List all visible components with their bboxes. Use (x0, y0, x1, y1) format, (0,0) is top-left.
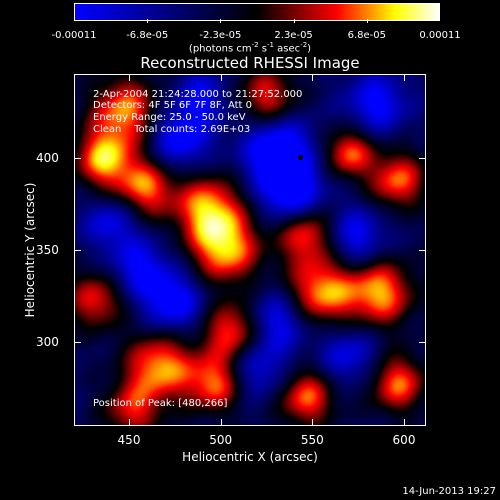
annotation-energy: Energy Range: 25.0 - 50.0 keV (93, 112, 246, 123)
colorbar-tick-label: -6.8e-05 (126, 30, 169, 41)
colorbar-tick-label: 2.3e-05 (274, 30, 313, 41)
chart-title: Reconstructed RHESSI Image (140, 54, 360, 72)
y-tick-label: 300 (36, 334, 59, 349)
annotation-peak-position: Position of Peak: [480,266] (93, 398, 228, 409)
x-tick-label: 450 (117, 433, 141, 447)
y-tick-mark (75, 250, 81, 251)
x-tick-mark (129, 419, 130, 425)
colorbar-tick-mark (220, 19, 222, 23)
heatmap-image (75, 75, 425, 425)
x-tick-mark (220, 419, 222, 425)
annotation-detectors: Detectors: 4F 5F 6F 7F 8F, Att 0 (93, 100, 253, 111)
render-timestamp: 14-Jun-2013 19:27 (402, 486, 496, 497)
colorbar-unit-label: (photons cm-2 s-1 asec-2) (188, 41, 312, 55)
x-tick-mark (129, 75, 130, 81)
colorbar (74, 3, 440, 21)
colorbar-tick-label: 0.00011 (419, 30, 461, 41)
y-tick-mark (419, 250, 425, 251)
x-axis-label: Heliocentric X (arcsec) (182, 450, 318, 464)
x-tick-label: 550 (300, 433, 324, 447)
annotation-method: Clean Total counts: 2.69E+03 (93, 124, 251, 135)
y-tick-mark (75, 341, 81, 343)
y-tick-label: 350 (36, 243, 59, 257)
x-tick-mark (312, 419, 314, 425)
annotation-time-range: 2-Apr-2004 21:24:28.000 to 21:27:52.000 (93, 89, 303, 100)
y-tick-label: 400 (36, 151, 59, 166)
colorbar-gradient (75, 4, 439, 20)
colorbar-tick-mark (147, 19, 149, 23)
y-tick-mark (419, 341, 425, 343)
colorbar-tick-label: -2.3e-05 (199, 30, 242, 41)
colorbar-tick-label: 6.8e-05 (347, 30, 386, 41)
y-tick-mark (419, 158, 425, 160)
y-tick-mark (75, 158, 81, 160)
x-tick-mark (312, 75, 314, 81)
colorbar-tick-mark (366, 19, 368, 23)
x-tick-mark (404, 75, 405, 81)
x-tick-mark (220, 75, 222, 81)
y-axis-label: Heliocentric Y (arcsec) (23, 182, 37, 318)
colorbar-tick-mark (293, 19, 295, 23)
x-tick-label: 500 (209, 433, 233, 447)
x-tick-label: 600 (392, 433, 416, 447)
plot-area: 2-Apr-2004 21:24:28.000 to 21:27:52.000 … (74, 74, 426, 426)
colorbar-tick-label: -0.00011 (51, 30, 97, 41)
x-tick-mark (404, 419, 405, 425)
source-marker (297, 154, 303, 160)
